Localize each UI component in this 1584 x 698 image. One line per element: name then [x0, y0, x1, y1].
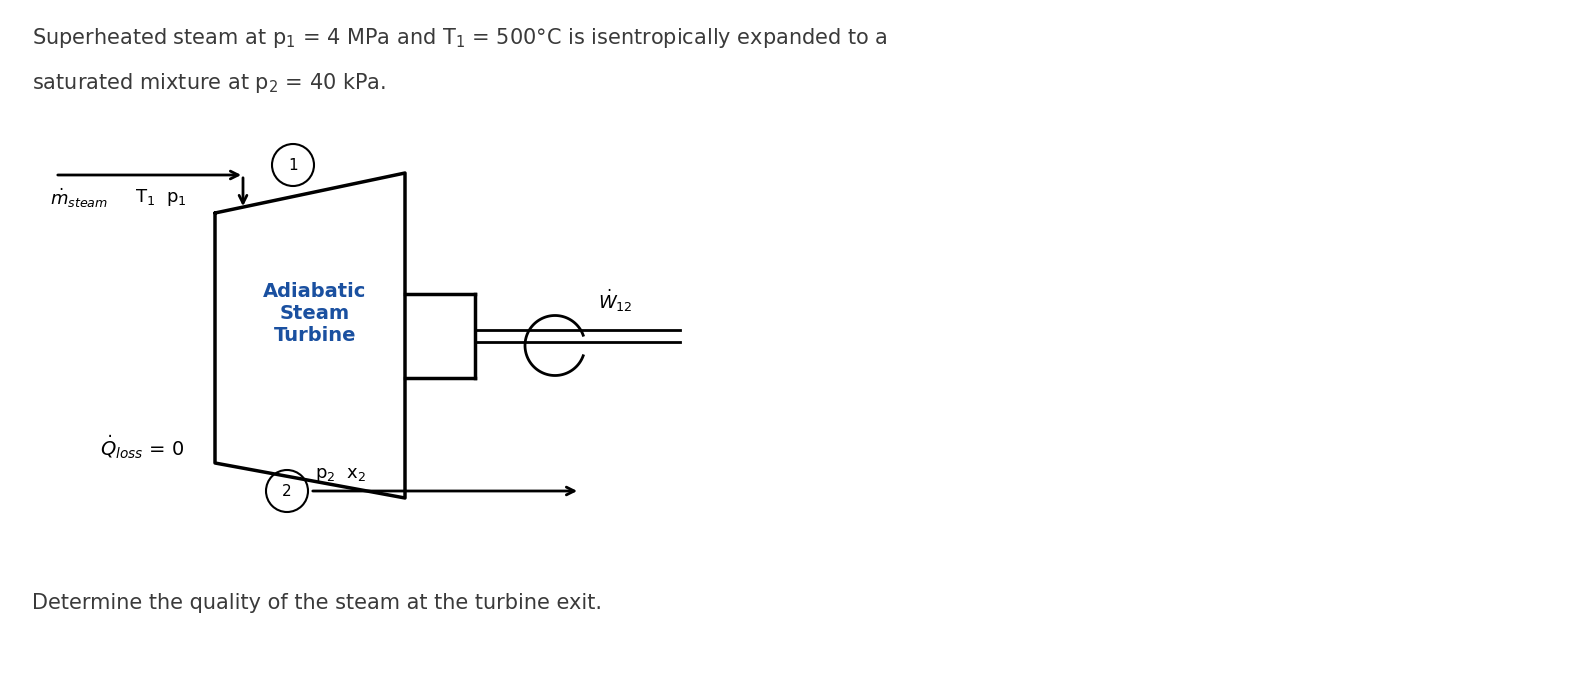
Text: saturated mixture at p$_2$ = 40 kPa.: saturated mixture at p$_2$ = 40 kPa. — [32, 71, 386, 95]
Text: Superheated steam at p$_1$ = 4 MPa and T$_1$ = 500°C is isentropically expanded : Superheated steam at p$_1$ = 4 MPa and T… — [32, 26, 887, 50]
Text: p$_2$  x$_2$: p$_2$ x$_2$ — [315, 466, 366, 484]
Text: $\dot{m}_{steam}$: $\dot{m}_{steam}$ — [51, 187, 108, 210]
Text: 1: 1 — [288, 158, 298, 172]
Text: 2: 2 — [282, 484, 291, 498]
Text: Determine the quality of the steam at the turbine exit.: Determine the quality of the steam at th… — [32, 593, 602, 613]
Text: $\dot{Q}_{loss}$ = 0: $\dot{Q}_{loss}$ = 0 — [100, 433, 184, 461]
Text: $\dot{W}_{12}$: $\dot{W}_{12}$ — [599, 287, 632, 313]
Text: T$_1$  p$_1$: T$_1$ p$_1$ — [135, 187, 187, 208]
Text: Adiabatic
Steam
Turbine: Adiabatic Steam Turbine — [263, 281, 366, 345]
